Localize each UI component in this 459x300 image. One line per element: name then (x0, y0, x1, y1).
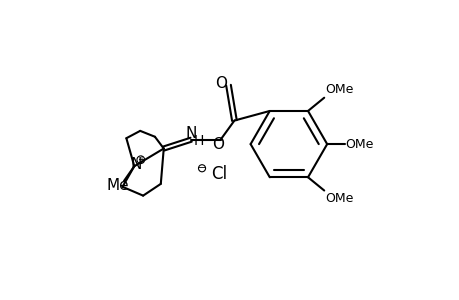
Text: O: O (212, 136, 224, 152)
Text: OMe: OMe (345, 138, 373, 151)
Text: Cl: Cl (210, 165, 226, 183)
Text: −: − (197, 163, 206, 173)
Text: O: O (215, 76, 227, 91)
Text: OMe: OMe (324, 83, 353, 96)
Text: N: N (185, 126, 196, 141)
Text: Me: Me (106, 178, 129, 193)
Text: +: + (136, 155, 145, 165)
Text: OMe: OMe (324, 192, 353, 205)
Text: H: H (193, 134, 203, 148)
Text: N: N (130, 157, 141, 172)
